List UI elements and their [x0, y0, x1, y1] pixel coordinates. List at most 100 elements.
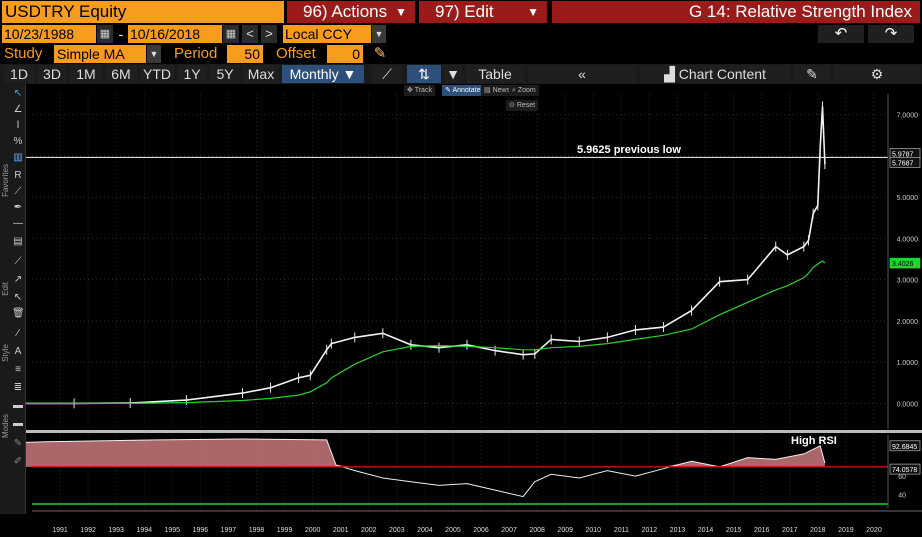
- draw-line-icon[interactable]: ∠: [13, 104, 23, 115]
- rsi-last-value-box: [889, 463, 921, 475]
- x-tick-label: 2008: [529, 527, 545, 534]
- channel-icon[interactable]: ▤: [13, 236, 23, 247]
- rectangle-icon[interactable]: R: [14, 170, 22, 181]
- rsi-overbought-fill: [0, 439, 825, 467]
- trend-icon[interactable]: ⟋: [14, 186, 22, 197]
- range-ytd-button[interactable]: YTD: [140, 65, 174, 83]
- pen-icon[interactable]: ✒: [13, 202, 23, 213]
- track-button[interactable]: ✥ Track: [404, 85, 435, 96]
- currency-select[interactable]: Local CCY: [283, 25, 371, 43]
- panel-separator: [26, 430, 922, 433]
- style-label: Style: [1, 344, 10, 362]
- redo-button[interactable]: ↷: [868, 25, 914, 43]
- range-max-button[interactable]: Max: [243, 65, 279, 83]
- calendar-icon[interactable]: ▦: [223, 25, 239, 43]
- modes-label: Modes: [1, 414, 10, 439]
- x-tick-label: 1993: [108, 527, 124, 534]
- edit-menu[interactable]: 97) Edit ▼: [419, 1, 547, 23]
- edit-chart-icon[interactable]: ✎: [794, 65, 830, 83]
- price-series-line: [0, 106, 826, 405]
- x-tick-label: 2003: [389, 527, 405, 534]
- x-tick-label: 2007: [501, 527, 517, 534]
- chevron-down-icon: ▼: [527, 5, 539, 19]
- percent-icon[interactable]: %: [13, 136, 23, 147]
- chart-type-icon[interactable]: ⇅: [407, 65, 441, 83]
- rsi-layer: [0, 438, 888, 505]
- x-tick-label: 2001: [333, 527, 349, 534]
- x-tick-label: 2010: [585, 527, 601, 534]
- x-tick-label: 1991: [52, 527, 68, 534]
- chart-area[interactable]: ✥ Track ✎ Annotate ▤ News ⌕ Zoom ⊙ Reset…: [0, 84, 922, 537]
- chevron-down-icon[interactable]: ▼: [444, 65, 462, 83]
- x-tick-label: 2013: [670, 527, 686, 534]
- news-button[interactable]: ▤ News: [481, 85, 514, 96]
- x-tick-label: 2011: [614, 527, 629, 534]
- mode-draw-icon[interactable]: ✐: [13, 456, 23, 467]
- undo-button[interactable]: ↶: [818, 25, 864, 43]
- actions-label: 96) Actions: [303, 2, 388, 21]
- ray-icon[interactable]: ⟋: [14, 256, 22, 267]
- price-y-tick-label: 7.0000: [897, 113, 919, 120]
- end-date-input[interactable]: 10/16/2018: [128, 25, 222, 43]
- line-chart-icon[interactable]: ⟋: [372, 65, 402, 83]
- x-tick-label: 2002: [361, 527, 377, 534]
- x-tick-label: 2016: [754, 527, 770, 534]
- cursor-icon[interactable]: ↖: [13, 88, 23, 99]
- start-date-input[interactable]: 10/23/1988: [2, 25, 96, 43]
- gear-icon[interactable]: ⚙: [834, 65, 920, 83]
- style-line-icon[interactable]: ∕: [17, 328, 19, 339]
- range-5y-button[interactable]: 5Y: [210, 65, 240, 83]
- frequency-select[interactable]: Monthly ▼: [282, 65, 364, 83]
- news-icon: ▤: [484, 87, 491, 94]
- price-y-tick-label: 2.0000: [897, 319, 919, 326]
- select-icon[interactable]: ↖: [13, 292, 23, 303]
- horizontal-line-icon[interactable]: —: [13, 218, 23, 229]
- title-bar: USDTRY Equity 96) Actions ▼ 97) Edit ▼ G…: [0, 0, 922, 24]
- arrow-icon[interactable]: ↗: [13, 274, 23, 285]
- x-tick-label: 2006: [473, 527, 489, 534]
- range-6m-button[interactable]: 6M: [105, 65, 137, 83]
- range-1y-button[interactable]: 1Y: [177, 65, 207, 83]
- font-icon[interactable]: A: [14, 346, 22, 357]
- trash-icon[interactable]: 🗑: [12, 308, 25, 319]
- calendar-icon[interactable]: ▦: [97, 25, 113, 43]
- ticker-field[interactable]: USDTRY Equity: [2, 1, 284, 23]
- x-tick-label: 2012: [642, 527, 658, 534]
- period-input[interactable]: 50: [227, 45, 263, 63]
- reset-label: Reset: [516, 102, 536, 109]
- fill-icon[interactable]: ▬: [13, 400, 23, 411]
- frequency-label: Monthly: [289, 66, 339, 82]
- chart-grid: [32, 94, 888, 512]
- x-tick-label: 1994: [136, 527, 152, 534]
- date-range-bar: 10/23/1988 ▦ - 10/16/2018 ▦ < > Local CC…: [0, 24, 922, 44]
- range-1m-button[interactable]: 1M: [70, 65, 102, 83]
- function-title: G 14: Relative Strength Index: [552, 1, 920, 23]
- x-tick-label: 2015: [726, 527, 742, 534]
- annotate-button[interactable]: ✎ Annotate: [442, 85, 484, 96]
- mode-pencil-icon[interactable]: ✎: [13, 438, 23, 449]
- pencil-icon[interactable]: ✎: [373, 45, 387, 62]
- text-icon[interactable]: Ⅰ: [16, 120, 20, 131]
- chevron-left-icon[interactable]: <: [242, 25, 258, 43]
- range-1d-button[interactable]: 1D: [4, 65, 34, 83]
- chart-content-button[interactable]: ▟ Chart Content: [640, 65, 790, 83]
- chart-content-icon: ▟: [664, 66, 675, 82]
- collapse-icon[interactable]: «: [528, 65, 636, 83]
- fib-icon[interactable]: ▥: [13, 152, 23, 163]
- chevron-right-icon[interactable]: >: [261, 25, 277, 43]
- study-select[interactable]: Simple MA: [54, 45, 146, 63]
- table-button[interactable]: Table: [466, 65, 524, 83]
- line-style-icon[interactable]: ≣: [13, 382, 23, 393]
- rsi-line: [0, 438, 826, 498]
- zoom-button[interactable]: ⌕ Zoom: [509, 85, 539, 96]
- range-toolbar: 1D 3D 1M 6M YTD 1Y 5Y Max Monthly ▼ ⟋ ⇅ …: [0, 64, 922, 84]
- chevron-down-icon[interactable]: ▼: [147, 45, 161, 63]
- range-3d-button[interactable]: 3D: [37, 65, 67, 83]
- chevron-down-icon[interactable]: ▼: [372, 25, 386, 43]
- line-weight-icon[interactable]: ≡: [15, 364, 21, 375]
- color-icon[interactable]: ▬: [13, 418, 23, 429]
- offset-label: Offset: [276, 45, 316, 62]
- offset-input[interactable]: 0: [327, 45, 363, 63]
- actions-menu[interactable]: 96) Actions ▼: [287, 1, 415, 23]
- reset-button[interactable]: ⊙ Reset: [506, 100, 539, 111]
